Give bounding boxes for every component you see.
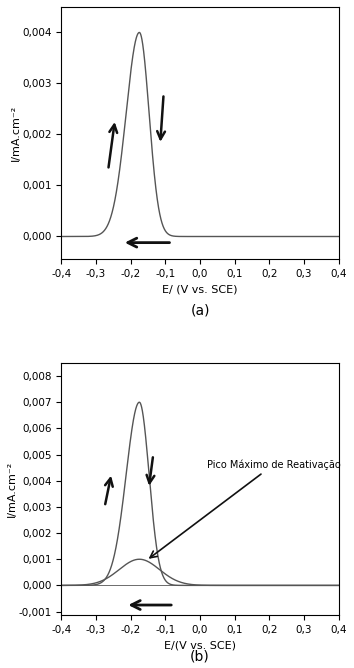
X-axis label: E/ (V vs. SCE): E/ (V vs. SCE) bbox=[162, 285, 238, 295]
Text: (b): (b) bbox=[190, 649, 210, 663]
Y-axis label: I/mA.cm⁻²: I/mA.cm⁻² bbox=[7, 461, 17, 517]
Text: (a): (a) bbox=[190, 304, 210, 318]
X-axis label: E/(V vs. SCE): E/(V vs. SCE) bbox=[164, 641, 236, 651]
Text: Pico Máximo de Reativação: Pico Máximo de Reativação bbox=[150, 459, 341, 558]
Y-axis label: I/mA.cm⁻²: I/mA.cm⁻² bbox=[11, 105, 21, 162]
